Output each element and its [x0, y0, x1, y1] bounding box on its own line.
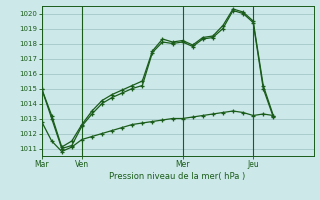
X-axis label: Pression niveau de la mer( hPa ): Pression niveau de la mer( hPa )	[109, 172, 246, 181]
